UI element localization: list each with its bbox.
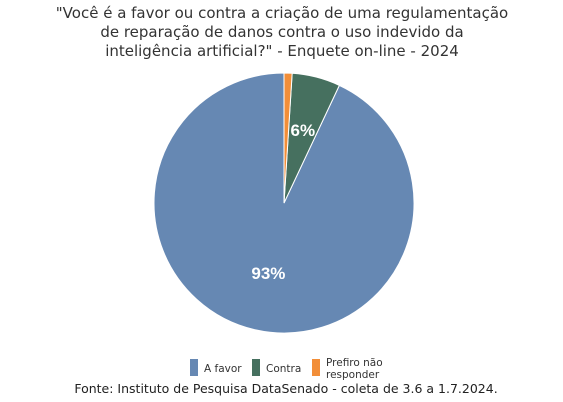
- chart-title: "Você é a favor ou contra a criação de u…: [56, 4, 508, 60]
- legend-label: Prefiro não responder: [326, 357, 383, 381]
- legend-swatch: [252, 359, 260, 376]
- legend: A favor Contra Prefiro não responder: [190, 357, 383, 381]
- pie-slices: [153, 72, 415, 334]
- slice-label-a-favor: 93%: [251, 264, 285, 283]
- legend-swatch: [190, 359, 198, 376]
- slice-label-contra: 6%: [291, 121, 316, 140]
- legend-swatch: [312, 359, 320, 376]
- chart-title-line-2: de reparação de danos contra o uso indev…: [100, 23, 463, 41]
- legend-label: A favor: [204, 363, 242, 375]
- chart-title-line-1: "Você é a favor ou contra a criação de u…: [56, 4, 508, 22]
- legend-label: Contra: [266, 363, 301, 375]
- slice-labels: 93% 6%: [251, 121, 315, 283]
- pie-slice-prefiro-n-o-responder: [283, 72, 293, 204]
- chart-title-line-3: inteligência artificial?" - Enquete on-l…: [105, 42, 459, 60]
- source-note: Fonte: Instituto de Pesquisa DataSenado …: [74, 381, 497, 396]
